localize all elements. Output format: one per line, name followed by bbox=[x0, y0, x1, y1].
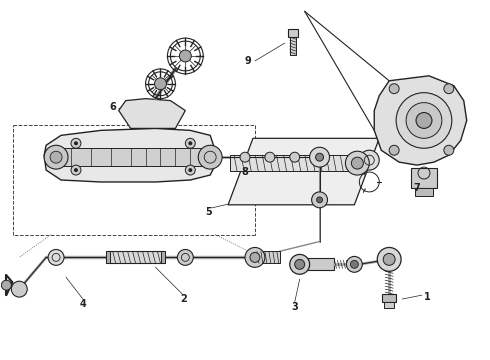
Circle shape bbox=[396, 93, 452, 148]
Circle shape bbox=[44, 145, 68, 169]
Circle shape bbox=[444, 145, 454, 155]
Bar bbox=[255, 251, 280, 264]
Circle shape bbox=[316, 153, 323, 161]
Circle shape bbox=[250, 252, 260, 262]
Circle shape bbox=[1, 280, 11, 290]
Circle shape bbox=[74, 141, 78, 145]
Circle shape bbox=[345, 151, 369, 175]
Circle shape bbox=[350, 260, 358, 268]
Text: 4: 4 bbox=[79, 299, 86, 309]
Circle shape bbox=[245, 247, 265, 267]
Circle shape bbox=[416, 113, 432, 129]
Circle shape bbox=[240, 152, 250, 162]
Circle shape bbox=[310, 147, 329, 167]
Circle shape bbox=[179, 50, 191, 62]
Circle shape bbox=[389, 84, 399, 94]
Circle shape bbox=[265, 152, 275, 162]
Bar bbox=[382, 294, 396, 302]
Circle shape bbox=[290, 255, 310, 274]
Circle shape bbox=[389, 145, 399, 155]
Circle shape bbox=[290, 152, 300, 162]
Circle shape bbox=[177, 249, 193, 265]
Text: 8: 8 bbox=[242, 167, 248, 177]
Circle shape bbox=[351, 157, 363, 169]
Circle shape bbox=[377, 247, 401, 271]
Circle shape bbox=[188, 168, 192, 172]
Circle shape bbox=[71, 165, 81, 175]
Text: 2: 2 bbox=[180, 294, 187, 304]
Bar bbox=[305, 258, 335, 270]
Polygon shape bbox=[44, 129, 215, 182]
Circle shape bbox=[198, 145, 222, 169]
Circle shape bbox=[50, 151, 62, 163]
Polygon shape bbox=[374, 76, 467, 165]
Circle shape bbox=[188, 141, 192, 145]
Circle shape bbox=[74, 168, 78, 172]
Bar bbox=[162, 251, 166, 264]
Polygon shape bbox=[228, 138, 379, 205]
Bar bbox=[411, 168, 437, 188]
Text: 5: 5 bbox=[205, 207, 212, 217]
Bar bbox=[384, 302, 394, 308]
Circle shape bbox=[383, 253, 395, 265]
Circle shape bbox=[185, 165, 196, 175]
Bar bbox=[56, 148, 215, 166]
Circle shape bbox=[154, 78, 167, 90]
Text: 6: 6 bbox=[109, 102, 116, 112]
Bar bbox=[106, 251, 110, 264]
Bar bbox=[288, 29, 298, 37]
Circle shape bbox=[359, 150, 379, 170]
Text: 1: 1 bbox=[423, 292, 430, 302]
Text: 7: 7 bbox=[414, 183, 420, 193]
Circle shape bbox=[444, 84, 454, 94]
Circle shape bbox=[317, 197, 322, 203]
Bar bbox=[230, 155, 359, 171]
Bar bbox=[415, 188, 433, 196]
Circle shape bbox=[312, 192, 327, 208]
Bar bbox=[290, 37, 295, 55]
Circle shape bbox=[346, 256, 362, 272]
Circle shape bbox=[185, 138, 196, 148]
Circle shape bbox=[11, 281, 27, 297]
Circle shape bbox=[294, 260, 305, 269]
Polygon shape bbox=[119, 99, 185, 129]
Text: 9: 9 bbox=[245, 56, 251, 66]
Circle shape bbox=[48, 249, 64, 265]
Circle shape bbox=[406, 103, 442, 138]
Circle shape bbox=[71, 138, 81, 148]
Text: 3: 3 bbox=[292, 302, 298, 312]
Bar bbox=[106, 251, 166, 264]
